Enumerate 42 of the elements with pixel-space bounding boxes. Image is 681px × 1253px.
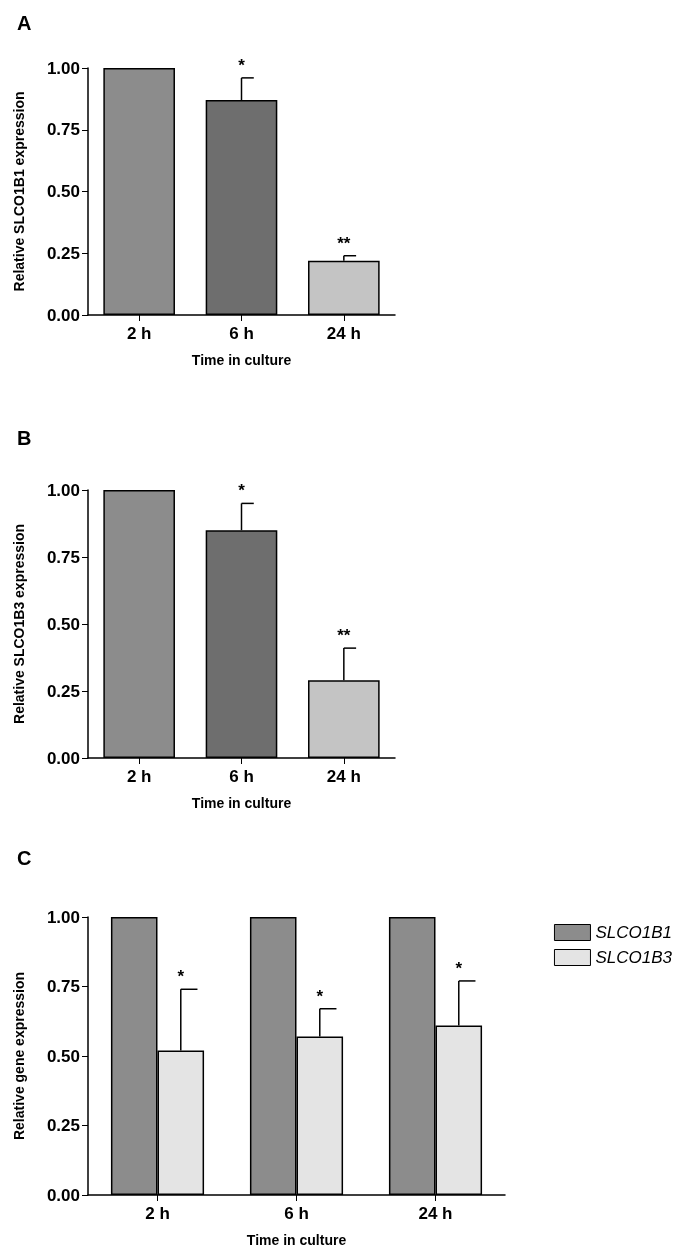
x-tick-label: 2 h <box>145 1204 170 1223</box>
annotation: * <box>455 958 463 978</box>
annotation: ** <box>337 233 351 253</box>
y-tick-label: 0.00 <box>46 748 80 768</box>
legend-label: SLCO1B1 <box>595 923 673 942</box>
x-tick-label: 6 h <box>229 324 254 343</box>
annotation: ** <box>337 626 351 646</box>
y-tick-label: 0.25 <box>46 681 80 701</box>
y-tick-label: 0.75 <box>46 547 80 567</box>
legend-label: SLCO1B3 <box>595 948 673 967</box>
x-axis-title: Time in culture <box>191 352 292 368</box>
y-tick-label: 0.00 <box>46 1185 80 1205</box>
x-tick-label: 24 h <box>418 1204 453 1223</box>
y-tick-label: 0.25 <box>46 243 80 263</box>
x-tick-label: 24 h <box>326 324 361 343</box>
annotation: * <box>238 55 246 75</box>
chart-title: B <box>17 427 32 449</box>
x-tick-label: 6 h <box>284 1204 309 1223</box>
y-axis-title: Relative gene expression <box>11 971 27 1141</box>
chart-title: A <box>17 12 32 34</box>
x-tick-label: 24 h <box>326 767 361 786</box>
annotation: * <box>238 481 246 501</box>
y-tick-label: 1.00 <box>46 58 80 78</box>
x-tick-label: 2 h <box>126 767 152 786</box>
y-axis-title: Relative SLCO1B3 expression <box>11 524 27 724</box>
x-axis-title: Time in culture <box>191 795 292 811</box>
y-tick-label: 0.50 <box>46 1046 80 1066</box>
y-tick-label: 0.25 <box>46 1116 80 1135</box>
y-tick-label: 0.75 <box>46 120 80 140</box>
y-tick-label: 0.50 <box>46 614 80 634</box>
annotation: * <box>177 967 185 987</box>
y-tick-label: 1.00 <box>46 907 80 927</box>
x-tick-label: 6 h <box>229 767 254 786</box>
y-axis-title: Relative SLCO1B1 expression <box>11 91 27 292</box>
annotation: * <box>316 986 324 1006</box>
y-tick-label: 0.00 <box>46 305 80 325</box>
y-tick-label: 0.75 <box>46 977 80 996</box>
y-tick-label: 0.50 <box>46 182 80 201</box>
x-axis-title: Time in culture <box>246 1232 347 1248</box>
y-tick-label: 1.00 <box>46 480 80 500</box>
x-tick-label: 2 h <box>126 324 152 343</box>
chart-title: C <box>17 847 32 869</box>
